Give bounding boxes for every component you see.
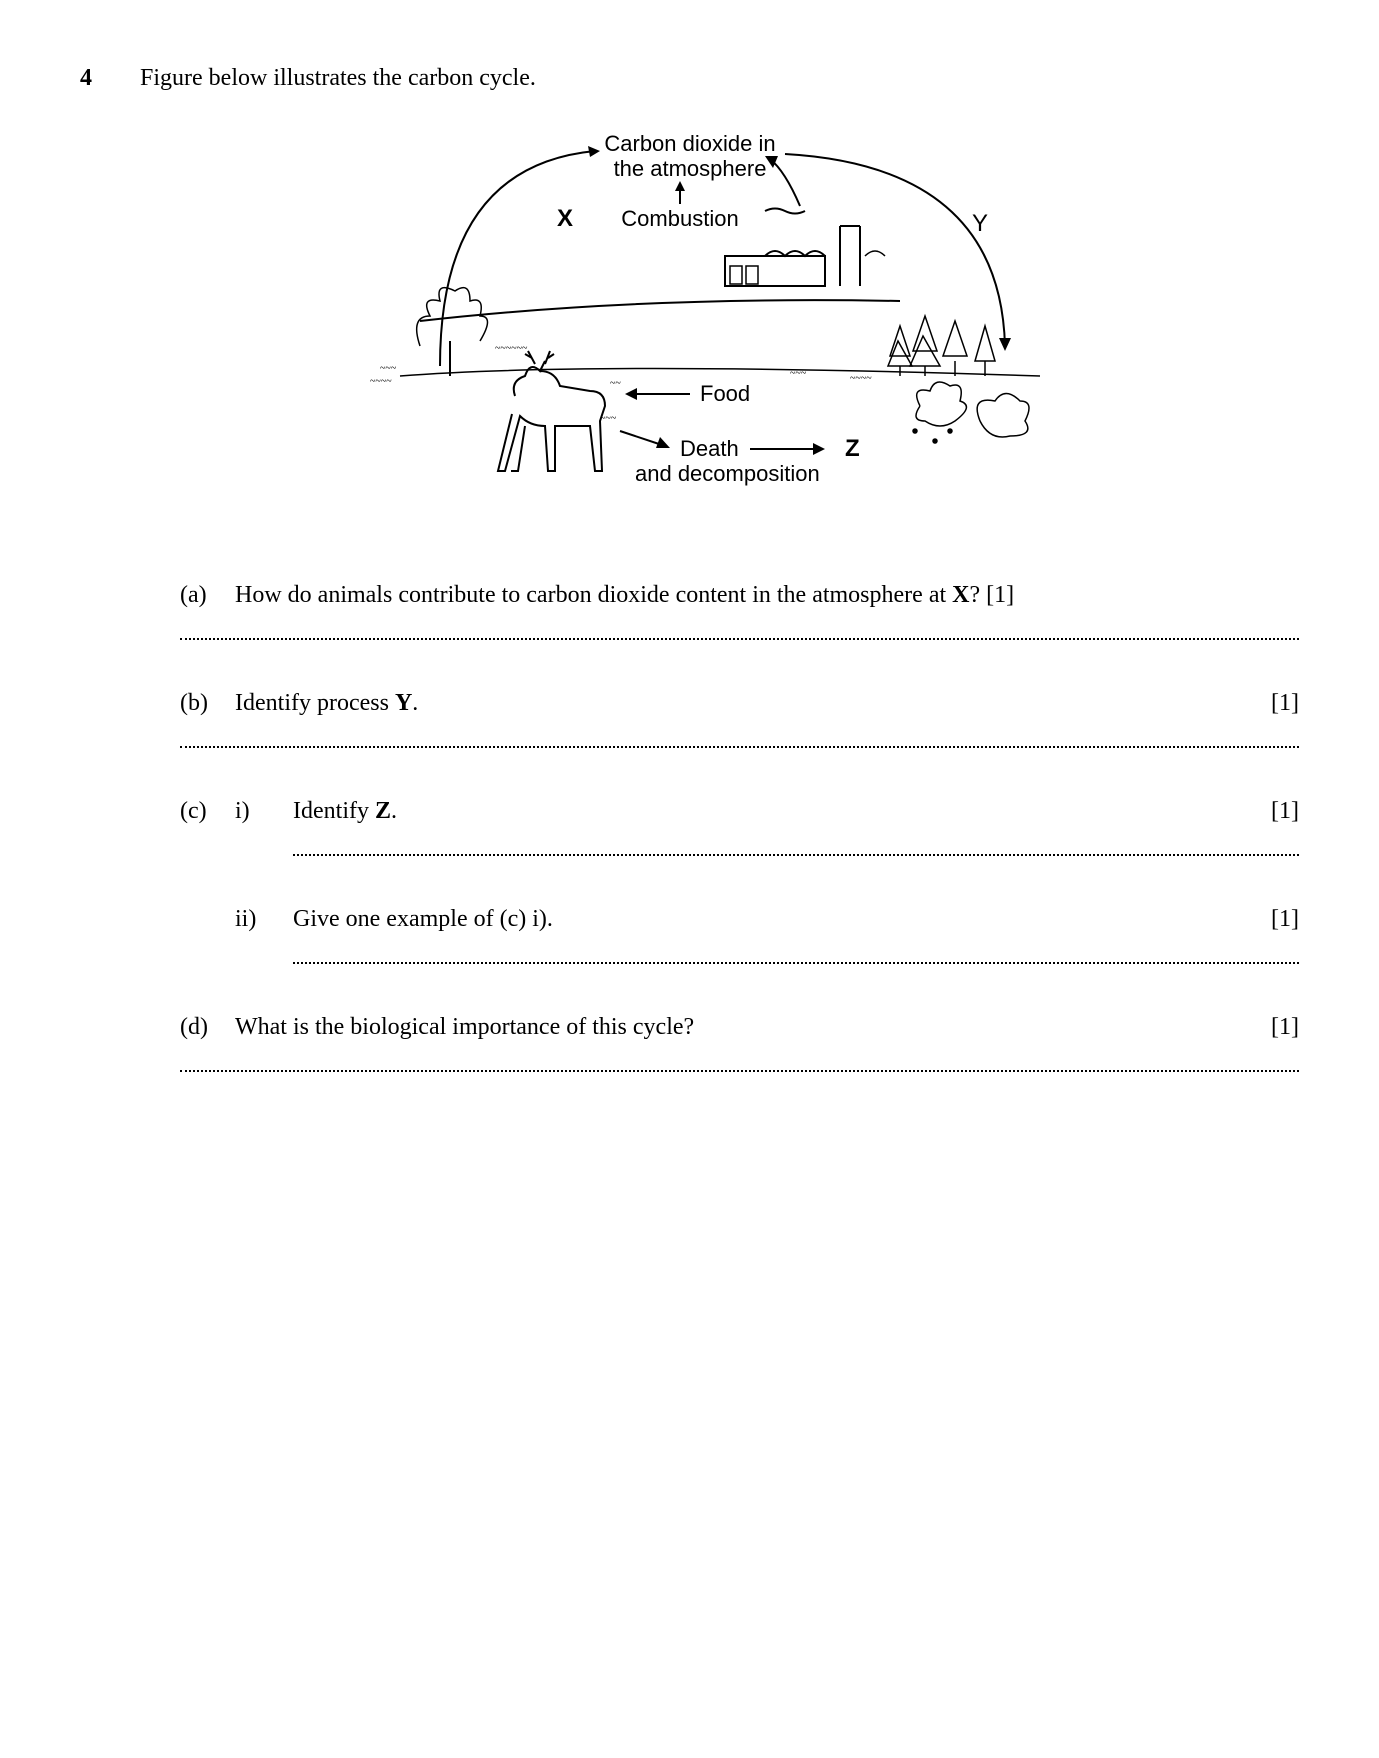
- part-c-i: i) Identify Z. [1]: [235, 793, 1299, 829]
- answer-line-c-ii: [293, 962, 1299, 964]
- question-number: 4: [80, 60, 100, 96]
- carbon-cycle-svg: Carbon dioxide in the atmosphere Combust…: [340, 126, 1040, 506]
- part-a-text: How do animals contribute to carbon diox…: [235, 577, 1299, 613]
- answer-line-b: [180, 746, 1299, 748]
- part-c-ii-text: Give one example of (c) i).: [293, 901, 553, 937]
- svg-text:~~~: ~~~: [380, 363, 397, 374]
- svg-text:~~~~~~: ~~~~~~: [495, 343, 528, 354]
- part-a: (a) How do animals contribute to carbon …: [180, 577, 1299, 613]
- part-d-label: (d): [180, 1009, 235, 1045]
- part-c-i-label: i): [235, 793, 293, 829]
- svg-text:~~~: ~~~: [790, 368, 807, 379]
- question-intro-text: Figure below illustrates the carbon cycl…: [140, 60, 1299, 96]
- svg-text:~~~~: ~~~~: [850, 373, 872, 384]
- figure-label-food: Food: [700, 381, 750, 406]
- part-c-label: (c): [180, 793, 235, 829]
- part-c: (c) i) Identify Z. [1] ii) Give one exam…: [180, 793, 1299, 989]
- part-c-ii: ii) Give one example of (c) i). [1]: [235, 901, 1299, 937]
- part-c-ii-marks: [1]: [1271, 901, 1299, 937]
- part-c-i-marks: [1]: [1271, 793, 1299, 829]
- part-d-text: What is the biological importance of thi…: [235, 1009, 1251, 1045]
- figure-label-co2: Carbon dioxide in: [604, 131, 775, 156]
- figure-label-x: X: [556, 205, 572, 232]
- carbon-cycle-figure: Carbon dioxide in the atmosphere Combust…: [80, 126, 1299, 517]
- answer-line-d: [180, 1070, 1299, 1072]
- figure-label-death: Death: [680, 436, 739, 461]
- part-b: (b) Identify process Y. [1]: [180, 685, 1299, 721]
- part-b-text: Identify process Y.: [235, 685, 1251, 721]
- part-a-label: (a): [180, 577, 235, 613]
- part-b-marks: [1]: [1271, 685, 1299, 721]
- part-c-ii-label: ii): [235, 901, 293, 937]
- part-d-marks: [1]: [1271, 1009, 1299, 1045]
- figure-label-combustion: Combustion: [621, 206, 738, 231]
- svg-text:~~: ~~: [610, 378, 621, 389]
- part-d: (d) What is the biological importance of…: [180, 1009, 1299, 1045]
- figure-label-decomp: and decomposition: [635, 461, 820, 486]
- answer-line-a: [180, 638, 1299, 640]
- part-c-i-text: Identify Z.: [293, 793, 397, 829]
- figure-label-atmosphere: the atmosphere: [613, 156, 766, 181]
- svg-text:~~~~: ~~~~: [370, 376, 392, 387]
- part-b-label: (b): [180, 685, 235, 721]
- figure-label-z: Z: [845, 435, 860, 462]
- figure-label-y: Y: [971, 210, 987, 237]
- answer-line-c-i: [293, 854, 1299, 856]
